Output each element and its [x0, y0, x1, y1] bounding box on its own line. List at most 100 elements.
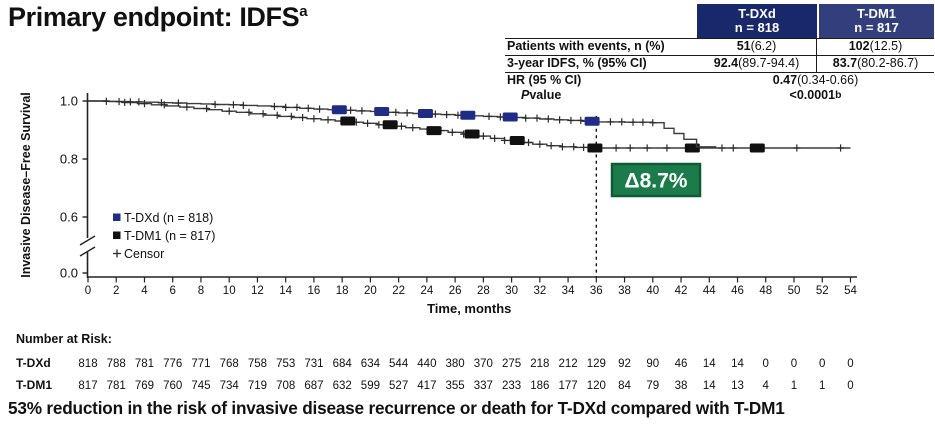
at-risk-value: 380: [446, 358, 465, 370]
censor-cluster: [587, 143, 603, 153]
km-curve-t-dm1: [88, 100, 851, 149]
at-risk-value: 14: [703, 358, 716, 370]
idfs-tdxd-paren: (89.7-94.4): [738, 55, 800, 70]
at-risk-value: 337: [474, 380, 493, 392]
x-tick-label: 8: [198, 285, 204, 297]
hr-ci: (0.34-0.66): [797, 72, 859, 87]
at-risk-value: 1: [819, 380, 825, 392]
censor-cluster: [374, 106, 390, 116]
y-tick-label: 1.0: [60, 94, 78, 109]
at-risk-value: 758: [248, 358, 267, 370]
legend-label: Censor: [124, 247, 164, 261]
row-label-3yr-idfs: 3-year IDFS, % (95% CI): [505, 54, 697, 72]
legend-swatch: [113, 231, 121, 239]
at-risk-value: 527: [389, 380, 408, 392]
at-risk-value: 634: [361, 358, 381, 370]
at-risk-value: 120: [587, 380, 606, 392]
pvalue-label-rest: value: [529, 88, 562, 103]
at-risk-value: 14: [703, 380, 716, 392]
events-tdm1-paren: (12.5): [869, 39, 903, 53]
at-risk-value: 92: [618, 358, 631, 370]
censor-cluster: [426, 126, 442, 136]
at-risk-value: 731: [304, 358, 323, 370]
page-title: Primary endpoint: IDFSa: [8, 2, 308, 33]
row-label-pvalue: P value: [505, 88, 697, 104]
tdm1-header-name: T-DM1: [857, 5, 896, 21]
summary-table: T-DXd n = 818 T-DM1 n = 817 Patients wit…: [505, 4, 934, 104]
at-risk-value: 1: [791, 380, 797, 392]
hr-value: 0.47 (0.34-0.66): [697, 71, 934, 89]
x-tick-label: 18: [336, 285, 349, 297]
headline: 53% reduction in the risk of invasive di…: [8, 398, 785, 418]
idfs-tdm1-paren: (80.2-86.7): [857, 55, 919, 70]
at-risk-value: 14: [731, 358, 744, 370]
column-header-tdm1: T-DM1 n = 817: [817, 4, 934, 38]
legend-label: T-DXd (n = 818): [124, 211, 213, 225]
column-header-tdxd: T-DXd n = 818: [697, 4, 817, 38]
censor-cluster: [331, 105, 347, 115]
x-tick-label: 4: [141, 285, 148, 297]
x-tick-label: 10: [223, 285, 236, 297]
events-tdm1-number: 102: [848, 39, 870, 53]
x-tick-label: 16: [308, 285, 321, 297]
x-tick-label: 36: [590, 285, 603, 297]
idfs-tdxd-number: 92.4: [713, 55, 739, 70]
at-risk-value: 719: [248, 380, 267, 392]
at-risk-value: 771: [191, 358, 210, 370]
at-risk-value: 734: [220, 380, 240, 392]
censor-cluster: [460, 110, 476, 120]
at-risk-value: 0: [791, 358, 797, 370]
at-risk-value: 79: [646, 380, 659, 392]
at-risk-value: 38: [675, 380, 688, 392]
censor-cluster: [417, 108, 433, 118]
at-risk-value: 212: [558, 358, 577, 370]
at-risk-row-label: T-DXd: [16, 356, 51, 370]
km-plot: 0 2 4 6 8 10 12 14 16 18 20 22 24 26 28 30 32 34 36 38 40 42 4…: [16, 92, 857, 392]
censor-cluster: [684, 143, 700, 153]
x-tick-label: 28: [477, 285, 490, 297]
at-risk-value: 769: [135, 380, 154, 392]
x-tick-label: 46: [731, 285, 744, 297]
y-tick-label: 0.0: [60, 266, 78, 281]
delta-annotation-box: [610, 162, 702, 198]
idfs-tdm1-value: 83.7 (80.2-86.7): [817, 54, 934, 72]
censor-cluster: [502, 112, 518, 122]
at-risk-value: 186: [530, 380, 549, 392]
legend-swatch: [113, 213, 121, 221]
events-tdxd-number: 51: [736, 39, 751, 53]
x-tick-label: 2: [113, 285, 119, 297]
censor-cluster: [749, 143, 765, 153]
y-tick-label: 0.8: [60, 152, 78, 167]
idfs-tdm1-number: 83.7: [832, 55, 858, 70]
tdxd-header-n: n = 818: [734, 20, 780, 35]
at-risk-value: 788: [107, 358, 126, 370]
x-tick-label: 12: [251, 285, 264, 297]
x-tick-label: 54: [844, 285, 857, 297]
censor-cluster: [584, 116, 600, 126]
at-risk-value: 544: [389, 358, 409, 370]
x-tick-label: 40: [646, 285, 659, 297]
x-tick-label: 32: [533, 285, 546, 297]
at-risk-value: 46: [675, 358, 688, 370]
at-risk-value: 370: [474, 358, 493, 370]
x-tick-label: 24: [420, 285, 433, 297]
censor-cluster: [382, 120, 398, 130]
at-risk-value: 13: [731, 380, 744, 392]
x-tick-label: 52: [816, 285, 829, 297]
x-tick-label: 22: [392, 285, 405, 297]
pvalue-italic-p: P: [521, 88, 530, 103]
x-tick-label: 44: [703, 285, 716, 297]
pvalue-number: <0.0001: [789, 88, 836, 103]
row-label-events: Patients with events, n (%): [505, 38, 697, 55]
at-risk-value: 687: [304, 380, 323, 392]
at-risk-value: 781: [135, 358, 154, 370]
x-tick-label: 0: [85, 285, 91, 297]
title-footnote-marker: a: [299, 3, 308, 20]
censor-cluster: [464, 129, 480, 139]
at-risk-value: 817: [78, 380, 97, 392]
x-tick-label: 48: [759, 285, 772, 297]
at-risk-value: 440: [417, 358, 436, 370]
x-tick-label: 34: [562, 285, 575, 297]
summary-table-corner: [505, 4, 697, 38]
